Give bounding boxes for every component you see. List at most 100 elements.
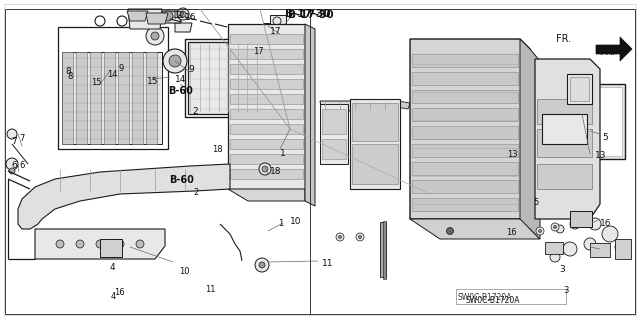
Text: 3: 3	[563, 286, 568, 295]
Circle shape	[259, 163, 271, 175]
Text: 1: 1	[280, 149, 285, 158]
Text: 18: 18	[270, 167, 282, 175]
Circle shape	[136, 240, 144, 248]
Circle shape	[538, 229, 541, 233]
Bar	[322, 109, 346, 134]
Text: 8: 8	[65, 68, 71, 77]
Polygon shape	[230, 109, 303, 119]
Text: 2: 2	[193, 189, 198, 197]
Circle shape	[273, 17, 281, 25]
Polygon shape	[412, 90, 518, 103]
Circle shape	[7, 129, 17, 139]
Polygon shape	[412, 54, 518, 67]
Bar	[352, 144, 398, 184]
Bar	[537, 99, 592, 124]
Text: FR.: FR.	[600, 47, 615, 57]
Circle shape	[56, 240, 64, 248]
Polygon shape	[228, 189, 305, 201]
Text: 16: 16	[506, 228, 516, 237]
Bar	[270, 15, 286, 27]
Polygon shape	[596, 37, 632, 61]
Text: 11: 11	[322, 259, 333, 269]
Text: 9: 9	[118, 64, 124, 73]
Polygon shape	[76, 52, 87, 144]
Circle shape	[615, 242, 625, 252]
Polygon shape	[230, 34, 303, 44]
Polygon shape	[118, 52, 129, 144]
Circle shape	[602, 226, 618, 242]
Text: 6: 6	[11, 161, 17, 170]
Text: 15: 15	[147, 78, 159, 86]
Bar	[542, 114, 587, 144]
Bar	[352, 103, 398, 141]
Polygon shape	[230, 79, 303, 89]
Circle shape	[116, 240, 124, 248]
Bar	[570, 211, 592, 227]
Bar	[558, 87, 622, 156]
Text: 15: 15	[92, 78, 102, 87]
Circle shape	[177, 8, 189, 20]
Polygon shape	[230, 169, 303, 179]
Bar	[322, 139, 346, 159]
Polygon shape	[62, 52, 73, 144]
Polygon shape	[230, 139, 303, 149]
Bar	[62, 52, 162, 144]
Text: 2: 2	[192, 108, 198, 116]
Circle shape	[262, 166, 268, 172]
Polygon shape	[18, 164, 230, 229]
Text: B-60: B-60	[168, 86, 193, 96]
Circle shape	[6, 158, 18, 170]
Bar	[188, 42, 266, 114]
Bar	[380, 222, 386, 277]
Text: B-17-30: B-17-30	[285, 9, 330, 19]
Circle shape	[259, 262, 265, 268]
Polygon shape	[175, 23, 192, 32]
Bar	[185, 39, 269, 117]
Polygon shape	[412, 144, 518, 157]
Polygon shape	[127, 11, 148, 21]
Polygon shape	[412, 198, 518, 211]
Polygon shape	[320, 101, 392, 111]
Circle shape	[169, 55, 181, 67]
Text: 16: 16	[600, 219, 611, 227]
Text: 12: 12	[172, 11, 184, 20]
Text: SW0C-B1720A: SW0C-B1720A	[466, 296, 520, 305]
Text: 7: 7	[19, 134, 24, 143]
Bar	[456, 289, 566, 304]
Circle shape	[536, 227, 544, 235]
Circle shape	[447, 227, 454, 234]
Polygon shape	[412, 180, 518, 193]
Polygon shape	[230, 124, 303, 134]
Text: 4: 4	[110, 263, 116, 271]
Polygon shape	[90, 52, 101, 144]
Circle shape	[339, 235, 342, 239]
Text: 5: 5	[602, 132, 608, 142]
Text: 10: 10	[179, 267, 189, 276]
Text: 3: 3	[559, 264, 564, 273]
Text: 11: 11	[205, 285, 215, 294]
Text: 14: 14	[175, 75, 186, 84]
Polygon shape	[263, 23, 280, 32]
Bar	[537, 129, 592, 157]
Polygon shape	[412, 162, 518, 175]
Text: 1: 1	[278, 219, 284, 228]
Text: 16: 16	[114, 288, 125, 297]
Circle shape	[551, 223, 559, 231]
Text: 9: 9	[188, 64, 194, 73]
Circle shape	[9, 168, 15, 174]
Polygon shape	[320, 104, 348, 164]
Text: 13: 13	[595, 152, 607, 160]
Bar	[383, 221, 386, 279]
Text: SW0C-B1720A: SW0C-B1720A	[458, 293, 513, 301]
Polygon shape	[520, 39, 540, 239]
Polygon shape	[412, 108, 518, 121]
Text: FR.: FR.	[556, 34, 572, 44]
Bar	[280, 35, 298, 49]
Circle shape	[570, 219, 580, 229]
Circle shape	[163, 11, 173, 21]
Circle shape	[255, 258, 269, 272]
Text: 8: 8	[67, 72, 72, 81]
Circle shape	[550, 252, 560, 262]
Circle shape	[554, 226, 557, 228]
Text: 12: 12	[174, 11, 184, 20]
